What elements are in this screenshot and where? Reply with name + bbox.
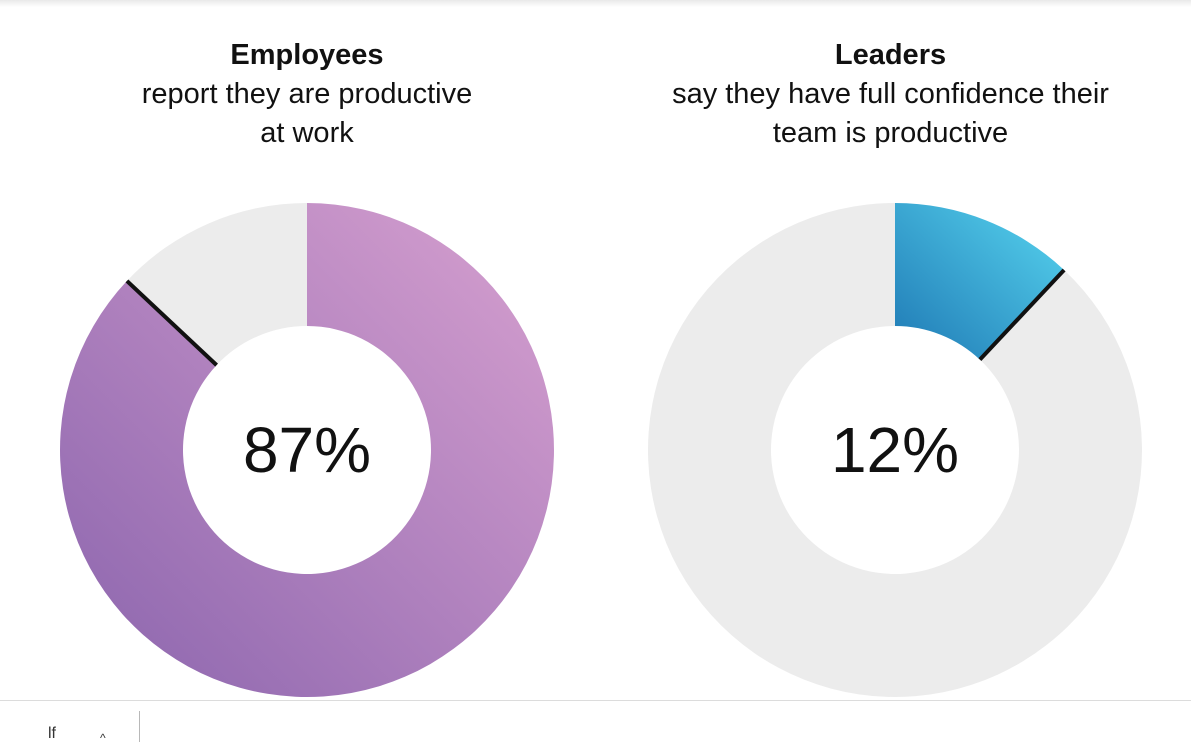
slice-divider-line — [978, 268, 1066, 361]
employees-title-block: Employees report they are productive at … — [0, 36, 614, 153]
employees-subtitle-line-1: report they are productive — [141, 78, 473, 110]
value-slice — [895, 203, 1065, 360]
employees-title: Employees — [230, 39, 384, 71]
employees-subtitle-line-2: at work — [260, 117, 354, 149]
bottom-toolbar: lf ^ — [0, 700, 1191, 742]
remainder-slice — [647, 203, 1142, 697]
employees-chart-panel: Employees report they are productive at … — [0, 0, 614, 700]
leaders-subtitle-line-1: say they have full confidence their — [672, 78, 1109, 110]
leaders-donut-chart — [647, 203, 1142, 697]
employees-percentage-label: 87% — [242, 414, 372, 486]
remainder-slice — [126, 203, 307, 366]
toolbar-text-fragment: lf — [48, 725, 56, 742]
toolbar-divider — [139, 711, 140, 742]
toolbar-caret-icon[interactable]: ^ — [100, 731, 106, 742]
top-edge-shadow — [0, 0, 1191, 7]
leaders-percentage-label: 12% — [830, 414, 960, 486]
leaders-subtitle-line-2: team is productive — [772, 117, 1009, 149]
slice-divider-line — [125, 279, 218, 367]
value-slice — [59, 203, 554, 697]
leaders-title-block: Leaders say they have full confidence th… — [590, 36, 1191, 153]
leaders-chart-panel: Leaders say they have full confidence th… — [590, 0, 1191, 700]
employees-donut-chart — [59, 203, 554, 697]
leaders-title: Leaders — [834, 39, 947, 71]
